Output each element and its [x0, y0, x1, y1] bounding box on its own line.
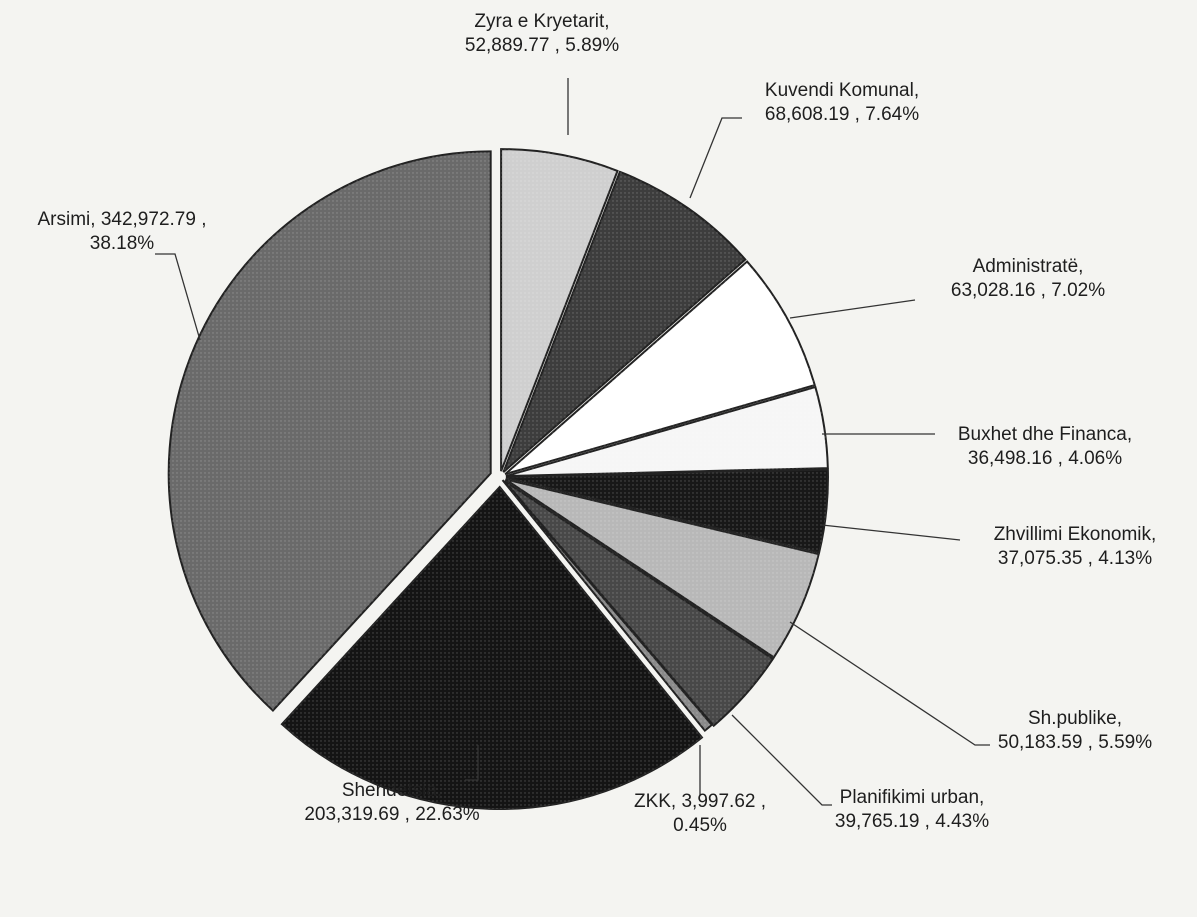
leader-line — [689, 117, 742, 199]
data-label: Buxhet dhe Financa, 36,498.16 , 4.06% — [958, 424, 1132, 469]
data-label-line2: 68,608.19 , 7.64% — [765, 104, 919, 125]
data-label: Arsimi, 342,972.79 , 38.18% — [38, 209, 207, 254]
data-label-line2: 38.18% — [90, 233, 155, 254]
pie-slice-texture — [505, 469, 828, 553]
leader-line — [789, 299, 916, 319]
data-label-line2: 37,075.35 , 4.13% — [998, 548, 1152, 569]
leader-line — [821, 524, 961, 541]
leader-line — [731, 714, 832, 806]
data-label-line1: Zhvillimi Ekonomik, — [994, 524, 1157, 545]
data-label: Sh.publike, 50,183.59 , 5.59% — [998, 708, 1152, 753]
data-label: Zhvillimi Ekonomik, 37,075.35 , 4.13% — [994, 524, 1157, 569]
pie-slice-texture — [281, 486, 702, 809]
data-label-line1: Arsimi, 342,972.79 , — [38, 209, 207, 230]
data-label: Administratë, 63,028.16 , 7.02% — [951, 256, 1105, 301]
data-label-line1: Zyra e Kryetarit, — [474, 11, 609, 32]
pie-slice-texture — [505, 387, 828, 477]
data-label-line2: 39,765.19 , 4.43% — [835, 811, 989, 832]
data-label-line2: 52,889.77 , 5.89% — [465, 35, 619, 56]
data-label-line2: 203,319.69 , 22.63% — [304, 804, 479, 825]
pie-slice-texture — [168, 151, 491, 711]
data-label-line2: 0.45% — [673, 815, 727, 836]
pie-slice-texture — [504, 480, 773, 726]
data-label-line1: Buxhet dhe Financa, — [958, 424, 1132, 445]
data-label-line1: Shendetsia, — [342, 780, 442, 801]
data-label-line1: ZKK, 3,997.62 , — [634, 791, 766, 812]
data-label: Zyra e Kryetarit, 52,889.77 , 5.89% — [465, 11, 619, 56]
pie-slice-texture — [505, 479, 819, 658]
data-label: ZKK, 3,997.62 , 0.45% — [634, 791, 766, 836]
data-label-line2: 63,028.16 , 7.02% — [951, 280, 1105, 301]
data-label-line1: Kuvendi Komunal, — [765, 80, 919, 101]
slice-labels: Zyra e Kryetarit, 52,889.77 , 5.89% Kuvend… — [38, 11, 1157, 836]
data-label-line2: 50,183.59 , 5.59% — [998, 732, 1152, 753]
pie-slice-texture — [505, 261, 815, 475]
leader-lines — [155, 78, 990, 806]
data-label: Kuvendi Komunal, 68,608.19 , 7.64% — [765, 80, 919, 125]
data-label-line2: 36,498.16 , 4.06% — [968, 448, 1122, 469]
data-label: Planifikimi urban, 39,765.19 , 4.43% — [835, 787, 989, 832]
pie-slice-texture — [501, 149, 618, 472]
leader-line — [789, 621, 990, 746]
data-label-line1: Administratë, — [973, 256, 1084, 277]
data-label-line1: Planifikimi urban, — [840, 787, 985, 808]
pie-slices — [167, 148, 829, 810]
leader-line — [155, 253, 201, 341]
data-label-line1: Sh.publike, — [1028, 708, 1122, 729]
pie-slice-texture — [502, 480, 712, 731]
pie-slice-texture — [503, 171, 746, 473]
data-label: Shendetsia, 203,319.69 , 22.63% — [304, 780, 479, 825]
leader-line — [465, 745, 479, 781]
